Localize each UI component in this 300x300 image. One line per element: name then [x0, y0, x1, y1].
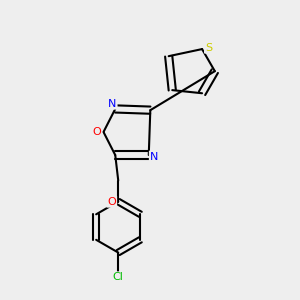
Text: O: O: [107, 196, 116, 207]
Text: N: N: [108, 98, 116, 109]
Text: N: N: [150, 152, 158, 162]
Text: S: S: [205, 43, 212, 52]
Text: Cl: Cl: [113, 272, 124, 283]
Text: O: O: [92, 127, 101, 137]
